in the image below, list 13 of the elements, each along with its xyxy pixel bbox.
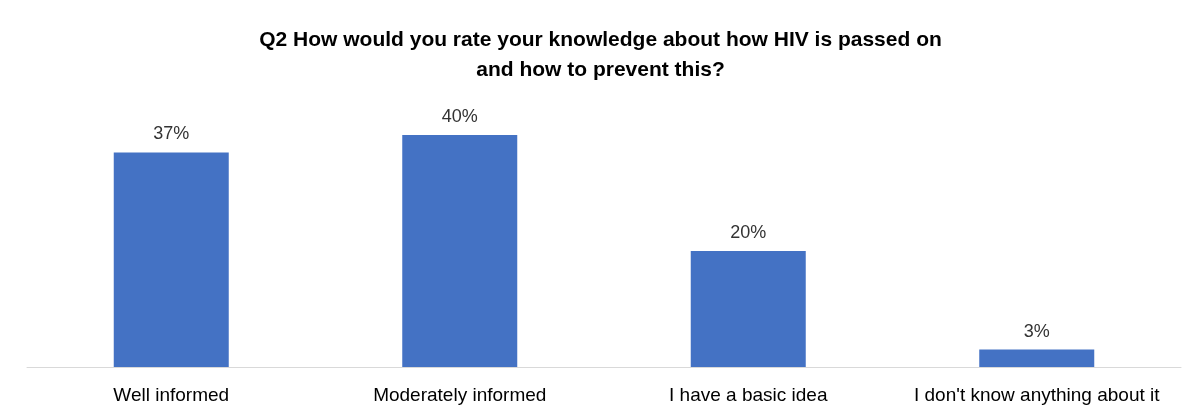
bar	[113, 152, 229, 367]
x-tick-label: I don't know anything about it	[913, 384, 1161, 405]
x-tick-label: Well informed	[113, 384, 230, 405]
bar	[979, 349, 1095, 367]
data-label: 40%	[441, 106, 478, 126]
bar	[402, 135, 518, 367]
x-tick-label: Moderately informed	[373, 384, 547, 405]
x-tick-label: I have a basic idea	[669, 384, 828, 405]
data-label: 20%	[730, 222, 767, 242]
data-label: 3%	[1023, 320, 1050, 341]
chart-title: Q2 How would you rate your knowledge about how HIV is passed on and how to prevent this?	[259, 26, 942, 80]
bar	[690, 251, 806, 367]
data-label: 37%	[153, 123, 190, 144]
